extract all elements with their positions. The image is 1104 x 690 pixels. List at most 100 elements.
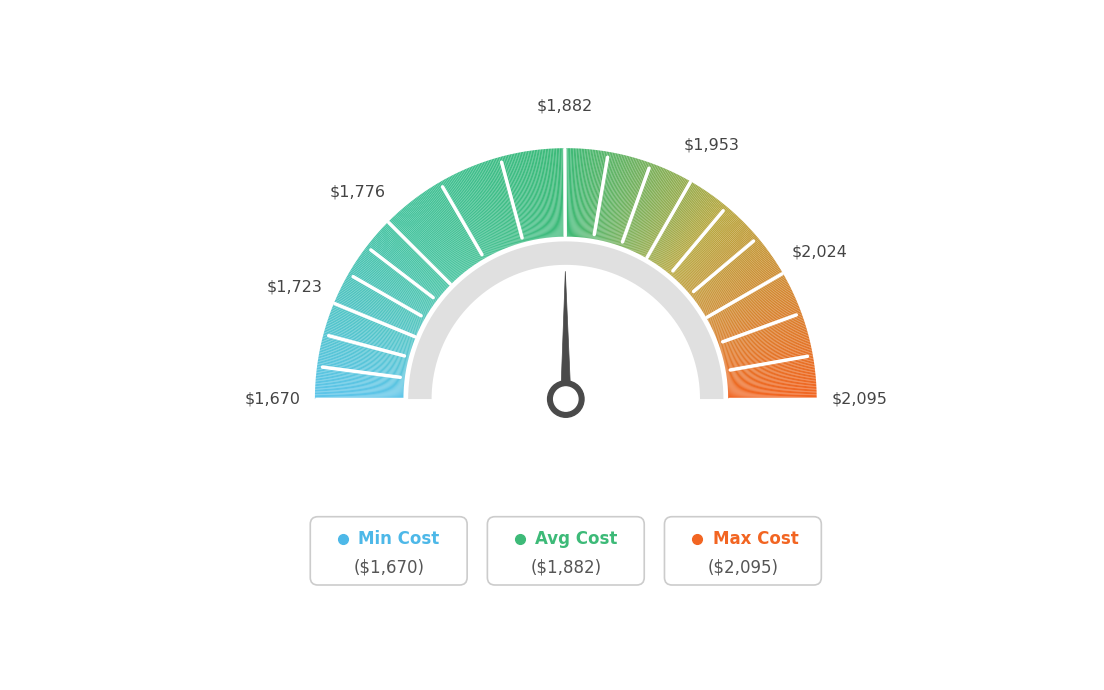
Wedge shape [670,208,733,279]
Wedge shape [406,202,466,275]
Wedge shape [319,341,411,364]
Wedge shape [492,157,520,246]
Wedge shape [312,394,406,397]
Wedge shape [467,166,505,253]
Wedge shape [445,176,491,259]
Wedge shape [318,348,410,368]
Wedge shape [680,222,749,288]
Wedge shape [427,186,479,266]
Wedge shape [596,151,616,243]
Wedge shape [570,146,574,239]
Wedge shape [403,204,464,277]
Wedge shape [603,153,626,244]
Wedge shape [720,335,810,359]
Wedge shape [700,264,781,315]
Wedge shape [618,160,650,249]
Wedge shape [388,218,455,286]
Wedge shape [543,147,553,240]
Wedge shape [335,295,421,335]
Wedge shape [649,184,700,264]
Wedge shape [616,159,647,248]
Wedge shape [604,153,627,244]
Wedge shape [379,227,449,291]
Wedge shape [633,170,673,255]
Wedge shape [703,270,784,319]
Wedge shape [611,156,638,246]
Wedge shape [698,257,776,310]
Wedge shape [315,371,407,382]
Wedge shape [624,164,659,251]
Wedge shape [613,157,641,247]
Wedge shape [355,257,434,310]
Wedge shape [683,228,753,292]
Wedge shape [538,148,549,241]
Wedge shape [715,313,805,346]
Wedge shape [671,209,734,280]
Wedge shape [370,238,443,298]
Wedge shape [634,170,675,255]
Wedge shape [566,146,569,239]
Wedge shape [539,148,550,241]
Wedge shape [707,280,789,325]
Wedge shape [319,342,411,364]
Wedge shape [390,217,455,285]
Wedge shape [645,179,692,261]
Wedge shape [340,283,424,326]
Wedge shape [545,147,554,240]
Wedge shape [352,262,432,314]
Wedge shape [405,238,726,399]
Wedge shape [461,168,501,254]
Wedge shape [500,155,526,245]
Wedge shape [439,179,487,261]
Wedge shape [682,227,753,291]
Wedge shape [587,148,603,242]
Wedge shape [719,328,809,355]
Wedge shape [646,181,694,262]
Wedge shape [323,324,414,353]
Wedge shape [608,155,635,246]
Wedge shape [337,290,422,331]
Wedge shape [524,149,541,241]
Wedge shape [473,164,508,251]
Wedge shape [314,377,407,386]
Wedge shape [630,168,669,254]
Text: Avg Cost: Avg Cost [535,531,618,549]
Wedge shape [681,225,751,290]
Wedge shape [708,284,792,328]
Wedge shape [561,146,564,239]
Wedge shape [580,147,590,240]
Wedge shape [531,148,545,242]
Wedge shape [721,341,813,364]
Wedge shape [314,372,407,383]
Wedge shape [722,350,815,369]
Wedge shape [413,196,470,272]
Wedge shape [710,290,795,331]
Wedge shape [486,159,517,248]
Wedge shape [314,380,407,388]
Wedge shape [670,207,732,279]
Wedge shape [528,148,543,242]
Wedge shape [712,300,799,337]
Wedge shape [725,382,818,389]
Wedge shape [431,185,481,264]
Wedge shape [673,213,737,282]
Wedge shape [320,336,412,360]
Wedge shape [690,240,764,299]
Wedge shape [721,342,813,364]
Wedge shape [662,197,720,273]
Wedge shape [696,252,773,307]
Wedge shape [725,385,818,391]
Wedge shape [330,306,417,342]
Wedge shape [716,318,806,349]
Wedge shape [474,163,509,250]
Wedge shape [709,287,794,329]
Wedge shape [563,146,565,239]
Wedge shape [690,241,765,301]
Wedge shape [375,232,446,295]
Wedge shape [442,178,488,260]
Wedge shape [707,282,790,326]
Wedge shape [338,288,423,331]
Wedge shape [725,393,819,396]
Wedge shape [628,166,667,253]
Wedge shape [713,304,802,340]
